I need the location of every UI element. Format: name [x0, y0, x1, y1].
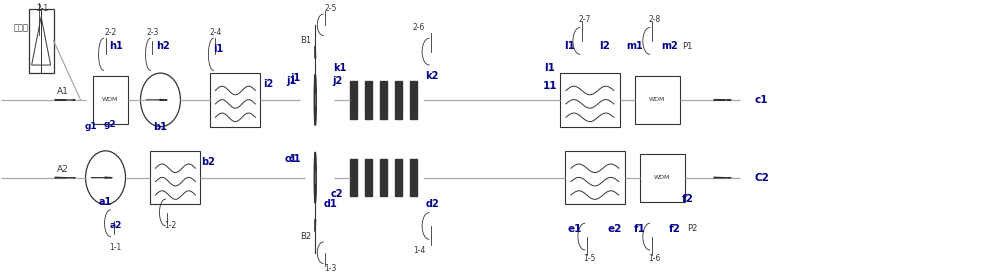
Text: e2: e2 — [608, 224, 622, 234]
Text: f2: f2 — [669, 224, 681, 234]
Bar — [410, 81, 417, 119]
Text: 2-5: 2-5 — [324, 4, 336, 13]
Bar — [350, 81, 357, 119]
Ellipse shape — [86, 151, 126, 204]
Text: WDM: WDM — [102, 97, 118, 102]
Text: j1: j1 — [286, 76, 296, 86]
Bar — [560, 73, 620, 127]
Bar — [93, 76, 128, 124]
Bar — [365, 159, 372, 196]
Text: 1-5: 1-5 — [584, 253, 596, 262]
Text: l2: l2 — [599, 41, 610, 51]
Text: 2-3: 2-3 — [146, 28, 159, 37]
Text: 11: 11 — [543, 81, 557, 92]
Text: l1: l1 — [564, 41, 575, 51]
Bar — [395, 81, 402, 119]
Text: 2-2: 2-2 — [104, 28, 117, 37]
Text: k1: k1 — [334, 63, 347, 73]
Text: c1: c1 — [289, 154, 302, 164]
Text: m2: m2 — [661, 41, 678, 51]
Text: B2: B2 — [300, 232, 311, 241]
Text: j1: j1 — [290, 73, 300, 84]
Bar — [395, 159, 402, 196]
Bar — [365, 81, 372, 119]
Text: P2: P2 — [688, 224, 698, 233]
Text: c2: c2 — [331, 189, 343, 199]
Bar — [565, 151, 625, 204]
Text: m1: m1 — [626, 41, 643, 51]
Text: d2: d2 — [425, 199, 439, 209]
Bar — [380, 159, 387, 196]
Text: l1: l1 — [544, 63, 555, 73]
Text: b2: b2 — [201, 156, 215, 167]
Text: g2: g2 — [104, 119, 116, 129]
Text: f1: f1 — [634, 224, 646, 234]
Bar — [150, 151, 200, 204]
Text: d1: d1 — [323, 199, 337, 209]
Text: 2-8: 2-8 — [649, 15, 661, 24]
Text: 2-7: 2-7 — [579, 15, 591, 24]
Text: k2: k2 — [425, 71, 439, 81]
Text: WDM: WDM — [649, 97, 665, 102]
Text: P1: P1 — [683, 42, 693, 51]
Text: 2-6: 2-6 — [413, 23, 425, 32]
Text: h2: h2 — [157, 41, 170, 51]
Text: A1: A1 — [57, 87, 69, 96]
Ellipse shape — [140, 73, 180, 127]
Text: 1-1: 1-1 — [109, 243, 122, 252]
Text: i2: i2 — [263, 79, 273, 89]
Text: c1: c1 — [755, 95, 768, 105]
Text: C2: C2 — [755, 173, 770, 183]
Circle shape — [314, 152, 316, 203]
Text: 1-2: 1-2 — [164, 221, 177, 230]
Text: WDM: WDM — [654, 175, 670, 180]
Text: 1-4: 1-4 — [413, 246, 425, 255]
Text: h1: h1 — [109, 41, 122, 51]
Text: e1: e1 — [568, 224, 582, 234]
Text: b1: b1 — [154, 122, 167, 132]
Bar — [350, 159, 357, 196]
Text: g1: g1 — [84, 122, 97, 131]
Text: 1-3: 1-3 — [324, 264, 336, 273]
Bar — [380, 81, 387, 119]
Text: a1: a1 — [99, 197, 112, 207]
Bar — [410, 159, 417, 196]
Text: i1: i1 — [213, 44, 224, 54]
Text: a2: a2 — [109, 221, 122, 230]
Circle shape — [314, 75, 316, 125]
Bar — [29, 9, 54, 73]
Text: f2: f2 — [682, 194, 694, 204]
Text: c1: c1 — [285, 154, 298, 164]
Text: A2: A2 — [57, 165, 68, 174]
Text: j2: j2 — [332, 76, 342, 86]
Text: B1: B1 — [300, 36, 311, 45]
Text: 2-1: 2-1 — [37, 4, 49, 13]
Text: 2-4: 2-4 — [209, 28, 222, 37]
Text: 1-6: 1-6 — [649, 253, 661, 262]
Bar — [210, 73, 260, 127]
Bar — [635, 76, 680, 124]
Bar — [640, 153, 685, 202]
Text: 连续波: 连续波 — [13, 23, 28, 32]
